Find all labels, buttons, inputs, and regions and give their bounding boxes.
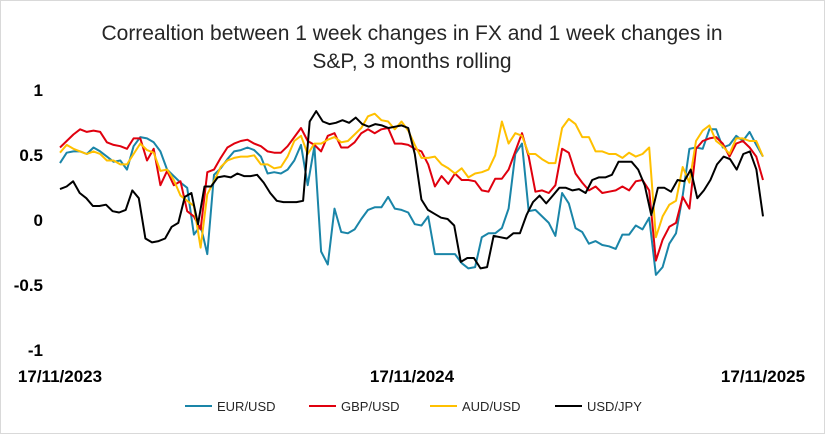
legend-label-usd-jpy: USD/JPY [587,399,642,414]
y-tick-label: 0 [34,211,43,230]
series-line-usd-jpy [59,110,764,270]
legend-item-aud-usd: AUD/USD [430,399,521,414]
series-group [59,110,764,276]
legend-item-gbp-usd: GBP/USD [309,399,400,414]
legend-label-gbp-usd: GBP/USD [341,399,400,414]
chart-title-line-1: Correaltion between 1 week changes in FX… [101,22,722,45]
x-tick-label: 17/11/2023 [18,367,102,386]
y-tick-label: -0.5 [14,276,43,295]
legend-item-eur-usd: EUR/USD [185,399,276,414]
y-tick-label: 0.5 [19,146,43,165]
series-line-eur-usd [59,128,764,276]
legend-item-usd-jpy: USD/JPY [555,399,642,414]
series-line-gbp-usd [59,127,764,262]
x-tick-label: 17/11/2025 [721,367,805,386]
chart-title-line-2: S&P, 3 months rolling [312,50,511,73]
x-axis: 17/11/2023 17/11/2024 17/11/2025 [18,367,805,386]
legend-label-aud-usd: AUD/USD [462,399,521,414]
y-tick-label: 1 [34,81,43,100]
legend-label-eur-usd: EUR/USD [217,399,276,414]
y-tick-label: -1 [28,341,43,360]
y-axis: 1 0.5 0 -0.5 -1 [14,81,43,360]
legend: EUR/USD GBP/USD AUD/USD USD/JPY [185,399,642,414]
series-line-aud-usd [59,112,764,249]
x-tick-label: 17/11/2024 [370,367,455,386]
